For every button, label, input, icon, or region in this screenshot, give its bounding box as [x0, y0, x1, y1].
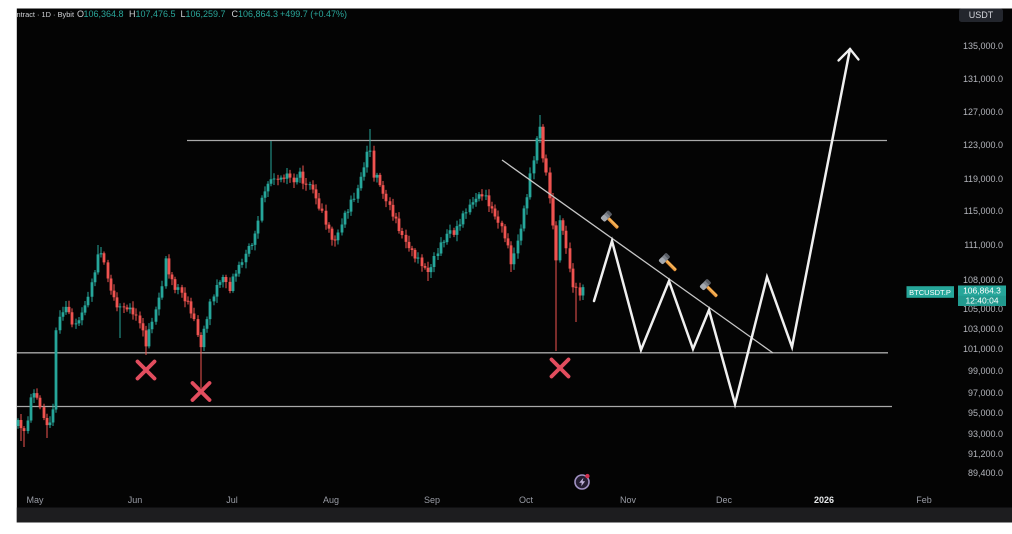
svg-text:Jun: Jun	[128, 495, 143, 505]
svg-text:91,200.0: 91,200.0	[968, 449, 1003, 459]
svg-text:97,000.0: 97,000.0	[968, 388, 1003, 398]
svg-text:101,000.0: 101,000.0	[963, 344, 1003, 354]
svg-text:ntract · 1D · Bybit: ntract · 1D · Bybit	[17, 10, 75, 19]
svg-text:108,000.0: 108,000.0	[963, 275, 1003, 285]
svg-text:Oct: Oct	[519, 495, 534, 505]
svg-text:Sep: Sep	[424, 495, 440, 505]
svg-text:135,000.0: 135,000.0	[963, 41, 1003, 51]
svg-text:123,000.0: 123,000.0	[963, 140, 1003, 150]
svg-text:106,864.3: 106,864.3	[963, 286, 1001, 296]
svg-text:93,000.0: 93,000.0	[968, 429, 1003, 439]
svg-text:May: May	[26, 495, 44, 505]
svg-text:2026: 2026	[814, 495, 834, 505]
svg-text:USDT: USDT	[969, 10, 994, 20]
svg-text:12:40:04: 12:40:04	[965, 295, 998, 305]
svg-text:99,000.0: 99,000.0	[968, 366, 1003, 376]
svg-text:131,000.0: 131,000.0	[963, 74, 1003, 84]
svg-text:105,000.0: 105,000.0	[963, 304, 1003, 314]
svg-text:Nov: Nov	[620, 495, 637, 505]
svg-text:95,000.0: 95,000.0	[968, 408, 1003, 418]
svg-text:103,000.0: 103,000.0	[963, 324, 1003, 334]
svg-text:89,400.0: 89,400.0	[968, 468, 1003, 478]
svg-text:119,000.0: 119,000.0	[964, 174, 1003, 184]
svg-text:Dec: Dec	[716, 495, 733, 505]
svg-text:Aug: Aug	[323, 495, 339, 505]
svg-text:127,000.0: 127,000.0	[963, 107, 1003, 117]
svg-text:115,000.0: 115,000.0	[964, 206, 1003, 216]
svg-text:Feb: Feb	[916, 495, 932, 505]
svg-text:BTCUSDT.P: BTCUSDT.P	[909, 288, 951, 297]
svg-text:111,000.0: 111,000.0	[964, 240, 1003, 250]
svg-text:Jul: Jul	[226, 495, 238, 505]
